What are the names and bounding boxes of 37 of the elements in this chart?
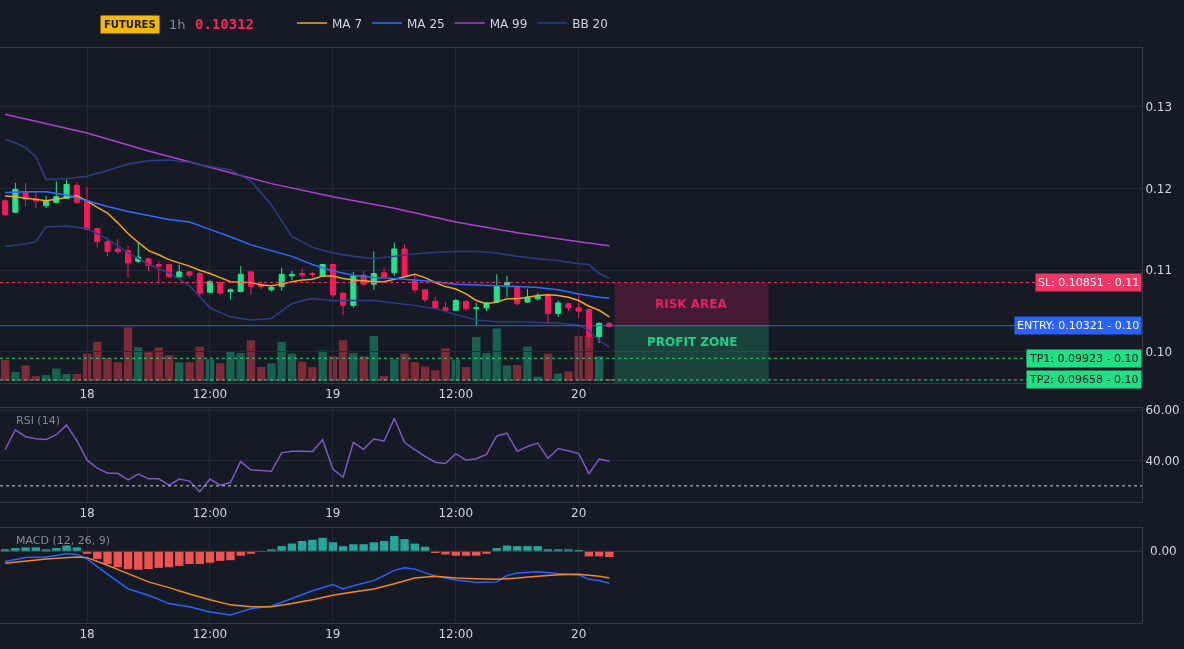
x-tick-label: 18 [79, 506, 95, 521]
x-tick-label: 19 [325, 387, 341, 402]
legend-label: MA 99 [489, 16, 528, 31]
text: 0.10312 [195, 16, 255, 32]
y-tick-label: 0.11 [1145, 263, 1173, 278]
x-tick-label: 12:00 [438, 506, 474, 521]
y-tick-label: 0.12 [1145, 181, 1173, 196]
x-tick-label: 12:00 [192, 506, 228, 521]
legend-label: MA 25 [407, 16, 445, 31]
ref-line-label: TP2: 0.09658 - 0.10 [1029, 373, 1139, 386]
x-tick-label: 18 [79, 627, 95, 642]
x-tick-label: 12:00 [192, 627, 228, 642]
y-tick-label: 60.00 [1145, 403, 1180, 418]
x-tick-label: 20 [571, 506, 587, 521]
ref-line-label: SL: 0.10851 - 0.11 [1038, 276, 1140, 289]
x-tick-label: 19 [325, 627, 341, 642]
x-tick-label: 20 [571, 627, 587, 642]
y-tick-label: 40.00 [1145, 453, 1180, 468]
text: FUTURES [104, 19, 156, 30]
ref-line-label: TP1: 0.09923 - 0.10 [1029, 352, 1139, 365]
y-tick-label: 0.10 [1145, 345, 1173, 360]
x-tick-label: 12:00 [438, 627, 474, 642]
legend-label: BB 20 [572, 16, 608, 31]
band-label: RISK AREA [655, 297, 728, 311]
x-tick-label: 12:00 [438, 387, 474, 402]
text: 1h [169, 17, 186, 32]
band-label: PROFIT ZONE [647, 335, 738, 349]
x-tick-label: 12:00 [192, 387, 228, 402]
ref-line-label: 0.00 [1150, 544, 1177, 558]
chart-title: MACD (12, 26, 9) [16, 534, 111, 547]
ref-line-label: ENTRY: 0.10321 - 0.10 [1017, 319, 1140, 332]
text: RSI (14) [16, 414, 60, 427]
y-tick-label: 0.13 [1145, 100, 1173, 115]
x-tick-label: 19 [325, 506, 341, 521]
x-tick-label: 18 [79, 387, 95, 402]
legend-label: MA 7 [332, 16, 363, 31]
x-tick-label: 20 [571, 387, 587, 402]
